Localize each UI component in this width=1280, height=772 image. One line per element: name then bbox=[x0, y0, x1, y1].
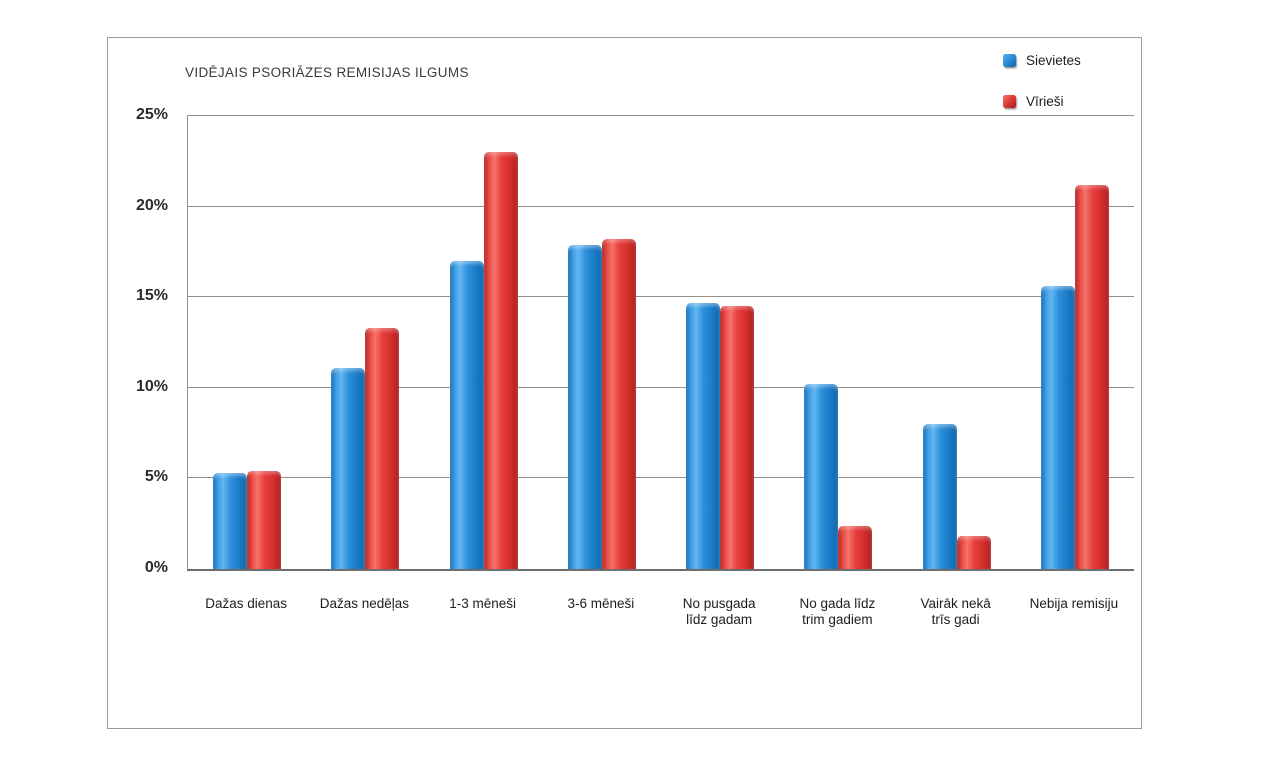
gridline-15% bbox=[188, 296, 1134, 298]
bar-vīrieši-5 bbox=[720, 306, 755, 569]
plot-area bbox=[187, 115, 1134, 571]
x-category-label-4: 3-6 mēneši bbox=[567, 596, 635, 611]
x-category-label-7: Vairāk nekā trīs gadi bbox=[920, 596, 991, 627]
gridline-5% bbox=[188, 477, 1134, 479]
bar-vīrieši-1 bbox=[247, 471, 282, 569]
x-category-label-8: Nebija remisiju bbox=[1029, 596, 1119, 611]
y-tick-label-15%: 15% bbox=[135, 287, 168, 305]
bar-sievietes-7 bbox=[922, 424, 957, 569]
legend-label-sievietes: Sievietes bbox=[1026, 53, 1081, 68]
bar-sievietes-4 bbox=[567, 244, 602, 569]
gridline-20% bbox=[188, 205, 1134, 207]
chart-title: VIDĒJAIS PSORIĀZES REMISIJAS ILGUMS bbox=[185, 65, 469, 80]
bar-sievietes-5 bbox=[686, 302, 721, 569]
bar-sievietes-1 bbox=[213, 472, 248, 569]
x-category-label-5: No pusgada līdz gadam bbox=[682, 596, 756, 627]
y-tick-label-25%: 25% bbox=[135, 106, 168, 123]
legend-item-sievietes: Sievietes bbox=[1003, 53, 1081, 68]
bar-sievietes-2 bbox=[331, 367, 366, 569]
legend-swatch-red-icon bbox=[1003, 95, 1016, 108]
bar-vīrieši-4 bbox=[601, 239, 636, 569]
bar-vīrieši-6 bbox=[838, 525, 873, 569]
bar-sievietes-6 bbox=[804, 384, 839, 569]
x-category-label-3: 1-3 mēneši bbox=[449, 596, 517, 611]
bar-sievietes-8 bbox=[1040, 286, 1075, 569]
y-tick-label-20%: 20% bbox=[135, 196, 168, 214]
bar-vīrieši-7 bbox=[956, 536, 991, 569]
y-tick-label-10%: 10% bbox=[135, 377, 168, 395]
y-tick-label-0%: 0% bbox=[144, 559, 168, 576]
bar-vīrieši-2 bbox=[365, 328, 400, 569]
x-category-label-6: No gada līdz trim gadiem bbox=[799, 596, 876, 627]
y-tick-label-5%: 5% bbox=[144, 468, 168, 486]
x-category-label-1: Dažas dienas bbox=[205, 596, 288, 611]
gridline-10% bbox=[188, 386, 1134, 388]
legend-swatch-blue-icon bbox=[1003, 54, 1016, 67]
bar-vīrieši-8 bbox=[1074, 184, 1109, 569]
legend-label-viriesi: Vīrieši bbox=[1026, 94, 1064, 109]
bar-sievietes-3 bbox=[449, 260, 484, 569]
bar-vīrieši-3 bbox=[483, 152, 518, 569]
x-category-label-2: Dažas nedēļas bbox=[319, 596, 410, 611]
legend-item-viriesi: Vīrieši bbox=[1003, 94, 1064, 109]
